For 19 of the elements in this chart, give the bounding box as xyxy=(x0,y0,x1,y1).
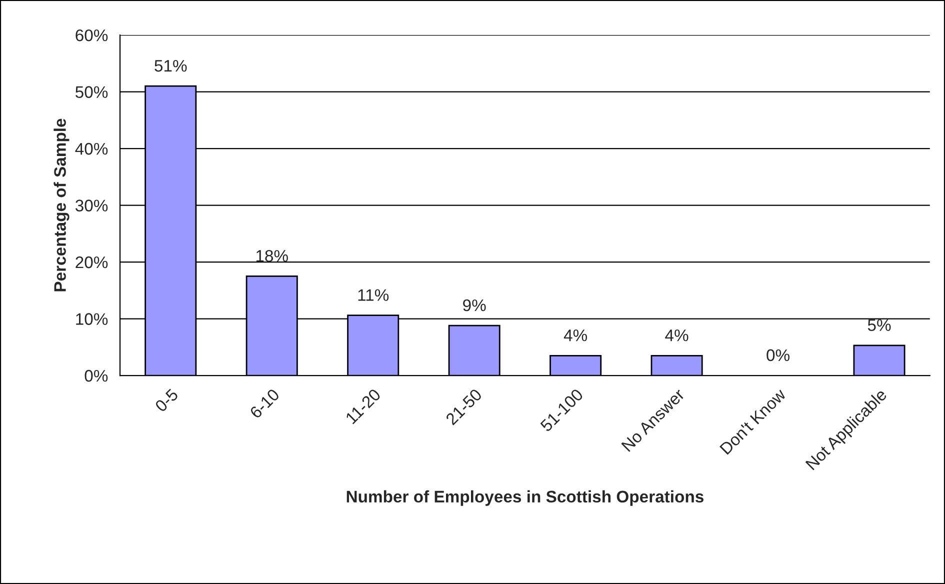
y-tick-label: 0% xyxy=(84,370,108,382)
y-tick-label: 60% xyxy=(76,29,108,42)
x-axis-title: Number of Employees in Scottish Operations xyxy=(346,490,704,506)
x-tick-label: 6-10 xyxy=(249,388,280,419)
data-label: 18% xyxy=(256,250,288,262)
y-tick-label: 40% xyxy=(75,142,108,155)
y-tick-label: 30% xyxy=(75,200,108,212)
data-label: 4% xyxy=(665,330,688,342)
data-label: 4% xyxy=(564,330,588,342)
data-label: 11% xyxy=(358,289,389,301)
y-tick-label: 50% xyxy=(76,86,108,98)
data-label: 51% xyxy=(154,60,187,72)
data-label: 9% xyxy=(463,299,486,312)
x-tick-label: 0-5 xyxy=(154,388,179,413)
y-axis-title: Percentage of Sample xyxy=(54,118,70,292)
y-tick-label: 10% xyxy=(76,313,108,325)
data-label: 0% xyxy=(766,349,790,362)
data-label: 5% xyxy=(868,319,891,332)
y-tick-label: 20% xyxy=(76,256,108,268)
